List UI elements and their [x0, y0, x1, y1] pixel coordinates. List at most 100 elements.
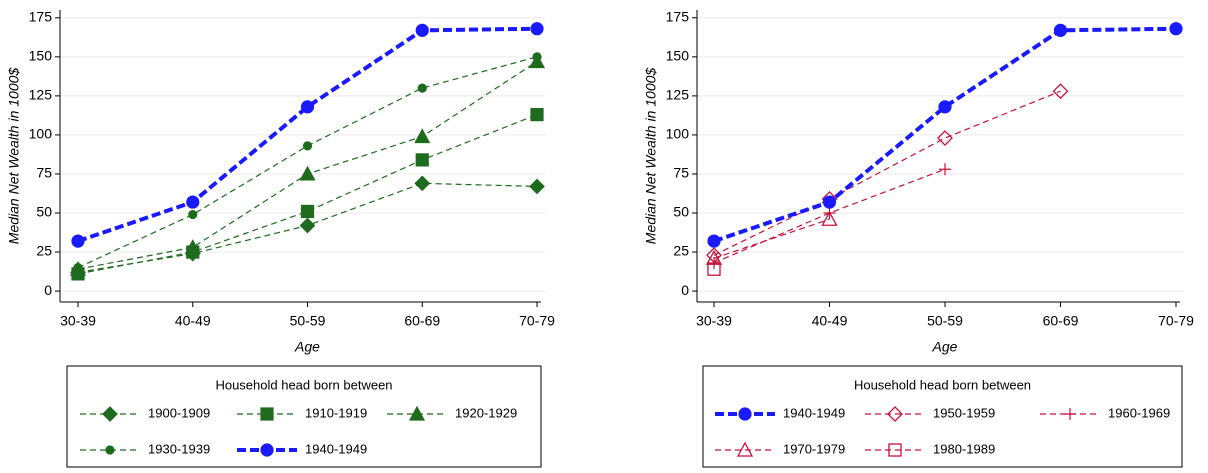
series-line: [713, 90, 1061, 256]
legend-label: 1940-1949: [783, 405, 845, 420]
marker: [300, 100, 315, 114]
x-tick-label: 30-39: [60, 313, 96, 329]
marker: [299, 217, 316, 234]
marker: [414, 175, 431, 192]
series: [73, 52, 542, 273]
legend-title: Household head born between: [215, 377, 392, 392]
y-tick-label: 125: [666, 87, 690, 103]
marker: [186, 195, 200, 209]
y-tick-label: 100: [666, 126, 690, 142]
y-tick-label: 25: [36, 243, 52, 259]
marker: [530, 108, 544, 122]
marker: [705, 249, 723, 265]
marker: [73, 263, 83, 273]
legend-label: 1900-1909: [148, 405, 210, 420]
x-tick-label: 50-59: [290, 313, 326, 329]
y-tick-label: 125: [29, 87, 53, 103]
legend-marker: [260, 407, 274, 421]
series: [69, 53, 546, 276]
y-tick-label: 175: [29, 9, 53, 25]
marker: [299, 165, 316, 181]
marker: [71, 234, 85, 248]
marker: [414, 128, 431, 144]
legend-marker: [260, 443, 274, 457]
legend-marker: [105, 445, 115, 455]
legend-marker: [102, 406, 118, 422]
y-axis-title: Median Net Wealth in 1000$: [643, 68, 659, 245]
marker: [1052, 83, 1069, 100]
y-tick-label: 25: [673, 243, 689, 259]
series: [71, 22, 544, 248]
legend: Household head born between 1900-1909 1910…: [66, 365, 542, 468]
y-tick-label: 50: [36, 204, 52, 220]
series-line: [713, 218, 830, 259]
x-axis-title: Age: [932, 339, 958, 355]
series-line: [77, 56, 538, 269]
legend-label: 1950-1959: [933, 405, 995, 420]
marker: [822, 195, 837, 209]
x-tick-label: 40-49: [175, 313, 211, 329]
series: [707, 262, 721, 276]
series: [707, 22, 1183, 248]
y-tick-label: 100: [29, 126, 53, 142]
marker: [939, 163, 951, 176]
marker: [188, 209, 198, 220]
marker: [707, 262, 721, 276]
legend-label: 1930-1939: [148, 441, 210, 456]
marker: [415, 153, 429, 167]
legend-label: 1940-1949: [305, 441, 367, 456]
series: [705, 210, 838, 265]
marker: [530, 22, 544, 36]
series: [706, 83, 1069, 264]
x-tick-label: 40-49: [812, 313, 848, 329]
marker: [184, 239, 201, 254]
x-tick-label: 70-79: [519, 313, 555, 329]
y-tick-label: 50: [673, 204, 689, 220]
series-line: [77, 26, 538, 243]
series-line: [713, 26, 1177, 243]
y-tick-label: 0: [681, 282, 689, 298]
legend-box: [66, 365, 542, 468]
legend-box: [702, 365, 1183, 468]
marker: [532, 52, 542, 62]
legend-marker: [736, 441, 754, 457]
marker: [415, 23, 429, 37]
x-tick-label: 60-69: [1043, 313, 1079, 329]
series-line: [77, 61, 538, 270]
legend-marker: [738, 407, 752, 421]
x-axis-title: Age: [294, 339, 320, 355]
legend-marker: [888, 443, 902, 457]
y-tick-label: 0: [44, 282, 52, 298]
y-tick-label: 75: [36, 165, 52, 181]
y-tick-label: 150: [666, 48, 690, 64]
series: [70, 175, 545, 281]
x-tick-label: 30-39: [696, 313, 732, 329]
legend-label: 1920-1929: [455, 405, 517, 420]
marker: [938, 100, 952, 114]
y-tick-label: 150: [29, 48, 53, 64]
series: [71, 108, 544, 281]
marker: [302, 141, 313, 151]
series: [708, 163, 951, 269]
y-tick-label: 175: [666, 9, 690, 25]
legend-label: 1960-1969: [1108, 405, 1170, 420]
legend-title: Household head born between: [854, 377, 1031, 392]
series-line: [77, 114, 538, 275]
marker: [417, 83, 427, 93]
x-tick-label: 60-69: [404, 313, 440, 329]
legend-marker: [408, 405, 426, 421]
legend-marker: [887, 406, 903, 422]
marker: [300, 204, 315, 219]
x-tick-label: 50-59: [927, 313, 963, 329]
marker: [937, 130, 953, 146]
legend-marker: [1064, 408, 1076, 420]
marker: [1169, 22, 1183, 36]
marker: [529, 178, 545, 195]
legend: Household head born between 1940-1949 1950…: [702, 365, 1183, 468]
y-tick-label: 75: [673, 165, 689, 181]
marker: [821, 210, 838, 226]
x-tick-label: 70-79: [1158, 313, 1194, 329]
legend-label: 1970-1979: [783, 441, 845, 456]
legend-label: 1910-1919: [305, 405, 367, 420]
